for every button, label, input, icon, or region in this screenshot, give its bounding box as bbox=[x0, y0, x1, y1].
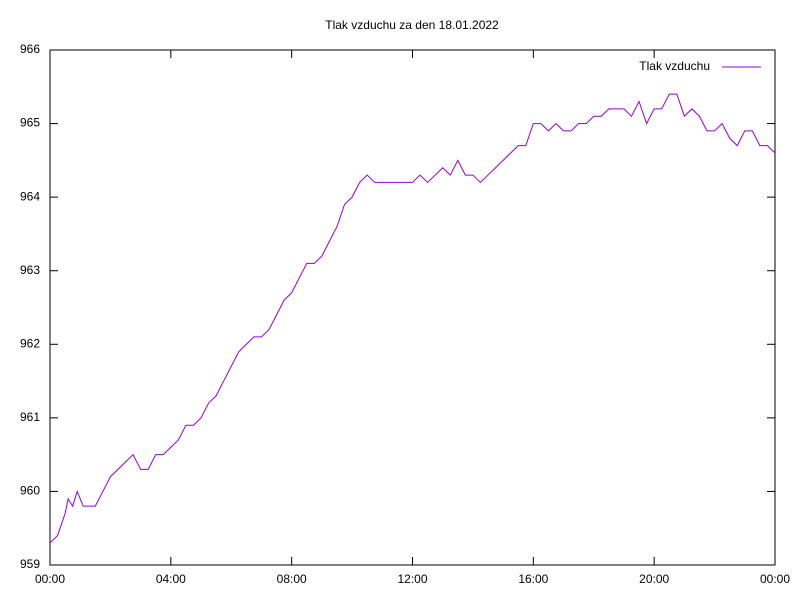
chart-title: Tlak vzduchu za den 18.01.2022 bbox=[325, 18, 499, 32]
y-tick-label: 965 bbox=[20, 116, 40, 130]
y-tick-label: 961 bbox=[20, 410, 40, 424]
x-tick-label: 16:00 bbox=[518, 572, 548, 586]
x-tick-label: 00:00 bbox=[35, 572, 65, 586]
y-tick-label: 962 bbox=[20, 336, 40, 350]
x-tick-label: 20:00 bbox=[639, 572, 669, 586]
x-tick-label: 12:00 bbox=[397, 572, 427, 586]
x-tick-label: 08:00 bbox=[277, 572, 307, 586]
y-tick-label: 964 bbox=[20, 189, 40, 203]
y-tick-label: 959 bbox=[20, 557, 40, 571]
legend-label: Tlak vzduchu bbox=[639, 59, 710, 73]
y-tick-label: 963 bbox=[20, 263, 40, 277]
x-tick-label: 00:00 bbox=[760, 572, 790, 586]
y-tick-label: 966 bbox=[20, 42, 40, 56]
data-line bbox=[49, 93, 776, 544]
x-tick-label: 04:00 bbox=[156, 572, 186, 586]
y-tick-label: 960 bbox=[20, 484, 40, 498]
